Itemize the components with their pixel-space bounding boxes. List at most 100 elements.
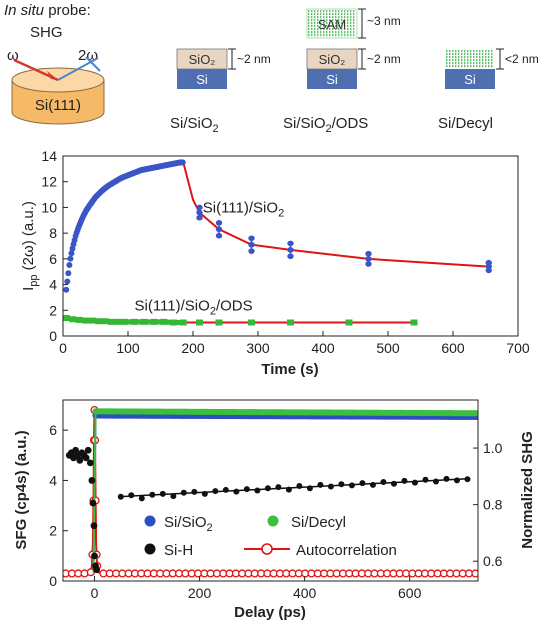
sam-chain: [335, 34, 337, 37]
sam-chain: [488, 50, 490, 53]
data-point: [66, 262, 73, 269]
sam-chain: [341, 10, 343, 13]
data-point: [248, 235, 255, 242]
sam-chain: [329, 10, 331, 13]
sam-chain: [335, 28, 337, 31]
sam-chain: [347, 10, 349, 13]
sam-chain: [338, 10, 340, 13]
sio2-layer-label: SiO₂: [319, 52, 346, 67]
sam-chain: [461, 56, 463, 59]
sam-chain: [338, 22, 340, 25]
data-point: [248, 241, 255, 248]
sam-chain: [314, 28, 316, 31]
sam-chain: [320, 25, 322, 28]
sam-chain: [464, 59, 466, 62]
sam-chain: [488, 53, 490, 56]
sam-chain: [485, 56, 487, 59]
data-point: [411, 479, 418, 486]
shg-time-chart: 0 100 200 300 400 500 600 700 0 2 4 6 8 10 12 14 Time (…: [20, 148, 530, 378]
sample-caption: Si/SiO2/ODS: [283, 115, 368, 135]
sam-chain: [338, 19, 340, 22]
sam-chain: [347, 22, 349, 25]
sam-chain: [344, 28, 346, 31]
sam-chain: [488, 62, 490, 65]
y-tick-label: 12: [41, 174, 57, 190]
sam-chain: [335, 16, 337, 19]
chart1-frame: [62, 155, 519, 337]
data-point: [485, 259, 492, 266]
sam-chain: [332, 34, 334, 37]
sam-chain: [455, 65, 457, 68]
data-point: [212, 488, 219, 495]
sam-chain: [347, 19, 349, 22]
caption-main: Si/SiO: [283, 115, 326, 132]
y-tick-label: 0: [49, 573, 57, 589]
sam-chain: [347, 31, 349, 34]
sam-chain: [311, 22, 313, 25]
annotation-main: Si(111)/SiO: [203, 200, 278, 217]
sam-chain: [452, 53, 454, 56]
sam-chain: [455, 59, 457, 62]
sam-chain: [452, 59, 454, 62]
sam-chain: [344, 31, 346, 34]
fit-line: [118, 477, 471, 498]
sam-chain: [449, 56, 451, 59]
thickness-label: <2 nm: [505, 52, 539, 66]
sam-chain: [332, 31, 334, 34]
sam-chain: [488, 59, 490, 62]
sam-chain: [317, 10, 319, 13]
data-point: [88, 477, 96, 484]
chart1-ylabel: Ipp (2ω) (a.u.): [20, 201, 40, 291]
sam-chain: [308, 28, 310, 31]
sam-chain: [491, 59, 493, 62]
si-layer-label: Si: [464, 72, 476, 87]
ylabel-sub: pp: [28, 274, 40, 286]
sam-chain: [449, 62, 451, 65]
x-tick-label: 600: [398, 585, 422, 601]
sam-chain: [341, 16, 343, 19]
sam-chain: [335, 22, 337, 25]
sam-chain: [344, 25, 346, 28]
sam-chain: [326, 28, 328, 31]
probe-title-italic: In situ: [4, 2, 45, 19]
sam-chain: [479, 50, 481, 53]
data-point: [215, 226, 223, 233]
data-point: [243, 486, 250, 493]
sam-chain: [476, 62, 478, 65]
data-point: [84, 446, 92, 454]
data-point: [287, 319, 294, 326]
sam-chain: [341, 31, 343, 34]
sam-chain: [338, 34, 340, 37]
sample-si-sio2: SiO₂ Si ~2 nm Si/SiO2: [170, 48, 271, 135]
sam-chain: [311, 19, 313, 22]
sam-chain: [353, 34, 355, 37]
sam-chain: [344, 19, 346, 22]
data-point: [196, 204, 203, 211]
sam-chain: [323, 19, 325, 22]
caption-rest: /ODS: [332, 115, 369, 132]
cylinder-body: [11, 79, 105, 125]
sam-chain: [455, 62, 457, 65]
sam-chain: [491, 50, 493, 53]
sam-chain: [473, 62, 475, 65]
sample-si-decyl: Si <2 nm Si/Decyl: [438, 48, 539, 132]
si-layer: [307, 69, 357, 89]
rise-line: [92, 411, 97, 573]
sam-chain: [317, 16, 319, 19]
sam-chain: [458, 65, 460, 68]
sam-chain: [353, 13, 355, 16]
sam-chain: [317, 13, 319, 16]
sam-chain: [344, 34, 346, 37]
thickness-label-top: ~3 nm: [367, 14, 401, 28]
sam-chain: [485, 65, 487, 68]
sam-chain: [332, 25, 334, 28]
y2-tick-label: 1.0: [483, 440, 503, 456]
x-tick-label: 400: [311, 340, 335, 356]
sample-caption: Si/SiO2: [170, 115, 219, 135]
ylabel-rest: (2ω) (a.u.): [20, 201, 37, 274]
sam-chain: [320, 34, 322, 37]
sam-chain: [479, 62, 481, 65]
chart2-axes: 0 200 400 600 0 2 4 6 0.6 0.8 1.0: [49, 422, 502, 601]
chart2-marks: [63, 406, 478, 578]
sam-chain: [473, 50, 475, 53]
